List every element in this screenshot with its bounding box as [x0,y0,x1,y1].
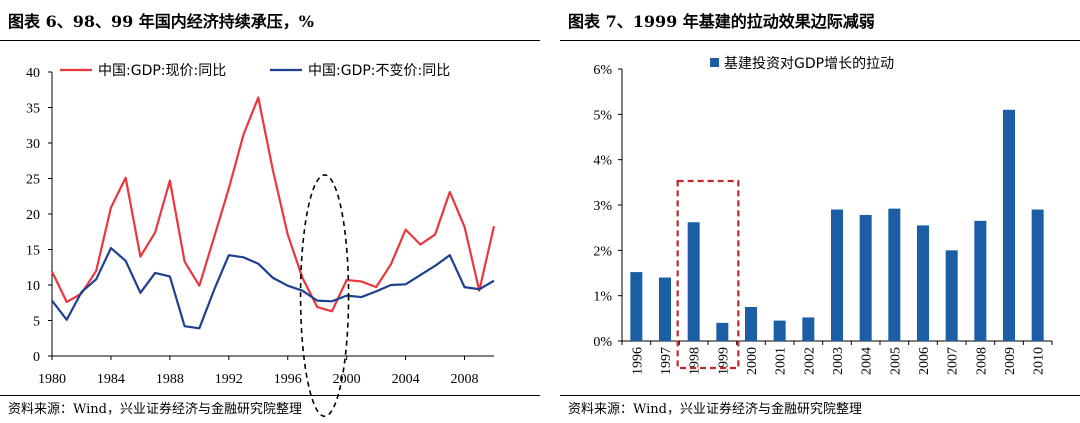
y-tick-label: 5 [33,315,40,330]
y-tick-label: 3% [593,199,612,214]
x-tick-label: 2007 [946,347,961,375]
bar-1998 [687,222,700,341]
bar-1999 [716,322,729,341]
x-tick-label: 1988 [156,372,184,387]
y-tick-label: 10 [26,279,40,294]
figure-title: 图表 6、98、99 年国内经济持续承压，% [8,12,315,31]
y-tick-label: 0% [593,335,612,350]
bar-2002 [802,317,815,341]
y-tick-label: 15 [26,244,40,259]
legend-label: 基建投资对GDP增长的拉动 [724,55,894,72]
x-tick-label: 2001 [774,347,789,375]
legend-label: 中国:GDP:现价:同比 [98,63,226,79]
bar-2010 [1031,209,1044,341]
x-tick-label: 2005 [888,347,903,375]
x-tick-label: 1997 [659,347,674,375]
x-tick-label: 1980 [38,372,66,387]
series-line-nominal-gdp [51,96,496,313]
source-rule [560,395,1080,396]
bar-1997 [659,277,671,341]
x-tick-label: 1992 [215,372,243,387]
x-tick-label: 1996 [630,347,645,375]
bar-2009 [1003,109,1015,341]
y-tick-label: 40 [26,66,40,81]
y-tick-label: 6% [593,63,612,78]
bar-2003 [831,209,843,341]
legend-label: 中国:GDP:不变价:同比 [308,63,450,79]
bar-2005 [888,208,901,341]
bar-2006 [917,225,929,341]
y-tick-label: 0 [33,350,40,365]
y-tick-label: 1% [593,290,612,305]
bar-2007 [945,250,958,341]
title-rule [560,40,1080,41]
bar-2004 [859,214,872,341]
source-note: 资料来源：Wind，兴业证券经济与金融研究院整理 [568,402,862,417]
x-tick-label: 1996 [274,372,302,387]
figure-title: 图表 7、1999 年基建的拉动效果边际减弱 [568,12,875,31]
y-tick-label: 25 [26,173,40,188]
title-rule [0,40,540,41]
x-tick-label: 1999 [716,347,731,375]
panel-infrastructure-pull: 图表 7、1999 年基建的拉动效果边际减弱 0% 1% 2% 3% 4% 5% 6% 199… [560,0,1080,423]
bar-2008 [974,220,987,341]
panel-gdp-growth: 图表 6、98、99 年国内经济持续承压，% 0 5 10 15 20 25 30 35 40 1… [0,12,540,418]
y-tick-label: 35 [26,102,40,117]
bar-2000 [745,307,757,341]
x-tick-label: 2000 [333,372,361,387]
x-tick-label: 2002 [802,347,817,375]
y-tick-label: 20 [26,208,40,223]
legend-swatch [710,58,719,67]
x-tick-label: 2008 [451,372,479,387]
y-tick-label: 30 [26,137,40,152]
y-tick-label: 4% [593,154,612,169]
x-tick-label: 1984 [97,372,125,387]
source-note: 资料来源：Wind，兴业证券经济与金融研究院整理 [8,402,302,417]
x-tick-label: 2008 [974,347,989,375]
source-rule [0,395,540,396]
x-tick-label: 2003 [831,347,846,375]
x-tick-label: 1998 [688,347,703,375]
x-tick-label: 2006 [917,347,932,375]
bar-1996 [630,272,643,341]
highlight-ellipse [299,174,350,418]
highlight-box [676,179,740,370]
series-line-real-gdp [51,246,495,330]
x-tick-label: 2000 [745,347,760,375]
x-tick-label: 2010 [1032,347,1047,375]
x-tick-label: 2004 [860,347,875,375]
y-tick-label: 2% [593,244,612,259]
infrastructure-bar-chart: 0% 1% 2% 3% 4% 5% 6% 1996 1997 1998 1999 2000 2001 20… [593,55,1053,375]
gdp-growth-line-chart: 0 5 10 15 20 25 30 35 40 1980 1984 1988 1992 1996 2000… [26,63,496,418]
y-tick-label: 5% [593,108,612,123]
bar-2001 [773,320,786,341]
x-tick-label: 2009 [1003,347,1018,375]
x-tick-label: 2004 [392,372,420,387]
